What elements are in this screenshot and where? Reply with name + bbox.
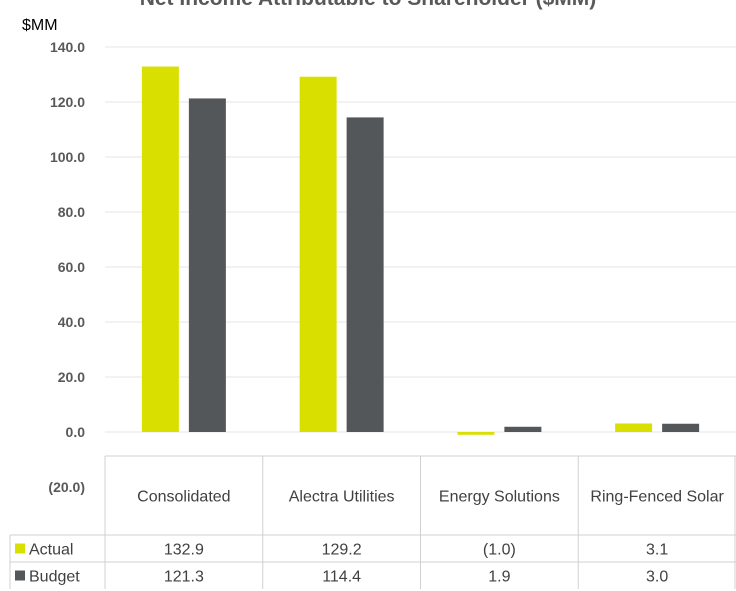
legend-key-budget <box>15 570 25 581</box>
data-label-actual: 3.1 <box>646 542 668 559</box>
data-label-budget: 3.0 <box>646 569 668 586</box>
y-tick-label: 120.0 <box>50 94 85 110</box>
x-category-label: Consolidated <box>137 489 230 506</box>
data-label-actual: (1.0) <box>483 542 516 559</box>
data-label-budget: 114.4 <box>322 569 361 586</box>
bars <box>141 66 700 435</box>
legend-label-actual: Actual <box>29 542 73 559</box>
bar-budget-2 <box>346 117 384 433</box>
y-tick-label: 0.0 <box>66 424 86 440</box>
y-tick-label: 60.0 <box>58 259 85 275</box>
y-tick-label: 20.0 <box>58 369 85 385</box>
data-table: Consolidated Alectra Utilities Energy Solu… <box>9 455 736 589</box>
x-category-label: Ring-Fenced Solar <box>590 489 724 506</box>
y-axis-ticks: (20.0) 0.0 20.0 40.0 60.0 80.0 100.0 120.0 140.0 <box>48 39 85 495</box>
data-label-actual: 129.2 <box>322 542 362 559</box>
y-tick-label: 80.0 <box>58 204 85 220</box>
x-category-label: Energy Solutions <box>439 489 560 506</box>
data-label-budget: 1.9 <box>488 569 510 586</box>
data-label-actual: 132.9 <box>164 542 204 559</box>
x-category-label: Alectra Utilities <box>289 489 395 506</box>
bar-actual-2 <box>299 76 337 432</box>
bar-actual-3 <box>457 432 495 435</box>
chart-title: Net Income Attributable to Shareholder (… <box>140 0 597 10</box>
data-label-budget: 121.3 <box>164 569 204 586</box>
bar-budget-4 <box>662 423 700 432</box>
bar-actual-4 <box>615 423 653 432</box>
y-tick-label: (20.0) <box>48 479 85 495</box>
bar-budget-3 <box>504 426 542 432</box>
y-axis-unit-label: $MM <box>22 17 58 34</box>
y-tick-label: 140.0 <box>50 39 85 55</box>
bar-budget-1 <box>188 98 226 433</box>
legend-key-actual <box>15 543 25 554</box>
bar-actual-1 <box>141 66 179 433</box>
legend-label-budget: Budget <box>29 569 80 586</box>
y-tick-label: 40.0 <box>58 314 85 330</box>
y-tick-label: 100.0 <box>50 149 85 165</box>
